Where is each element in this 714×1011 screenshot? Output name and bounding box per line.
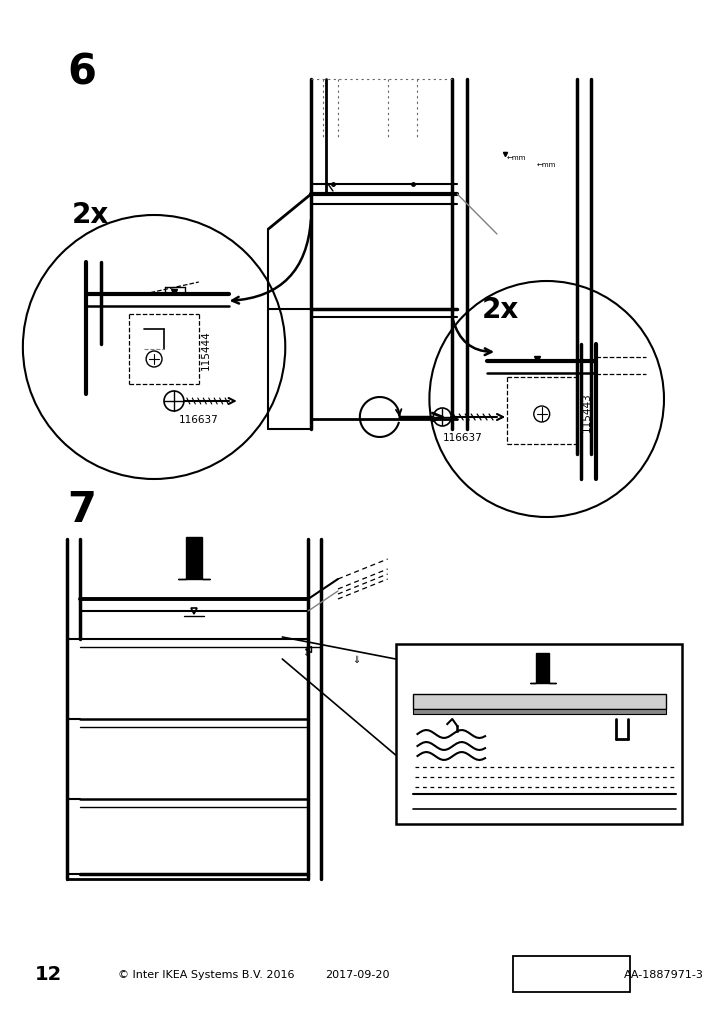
Text: 6: 6 [67,51,96,93]
Bar [413,695,666,710]
Text: 2x: 2x [482,295,519,324]
Text: 12: 12 [35,964,62,984]
Text: 116637: 116637 [179,415,218,425]
Text: ←mm: ←mm [537,162,556,168]
Polygon shape [178,538,210,579]
Text: 116637: 116637 [443,433,482,443]
Bar [513,956,630,992]
Text: 7: 7 [67,488,96,531]
Bar [396,644,682,824]
Text: AA-1887971-3: AA-1887971-3 [624,969,704,979]
Text: 2x: 2x [71,201,109,228]
Text: ←mm: ←mm [507,155,526,161]
Text: ⇓: ⇓ [352,654,360,664]
Bar [413,710,666,715]
FancyArrowPatch shape [232,220,311,304]
Text: 115443: 115443 [581,391,591,432]
Polygon shape [530,653,555,683]
FancyArrowPatch shape [453,320,491,356]
Text: ⇓: ⇓ [302,647,310,657]
Text: 2017-09-20: 2017-09-20 [326,969,390,979]
Text: © Inter IKEA Systems B.V. 2016: © Inter IKEA Systems B.V. 2016 [118,969,294,979]
Text: 115444: 115444 [201,330,211,369]
